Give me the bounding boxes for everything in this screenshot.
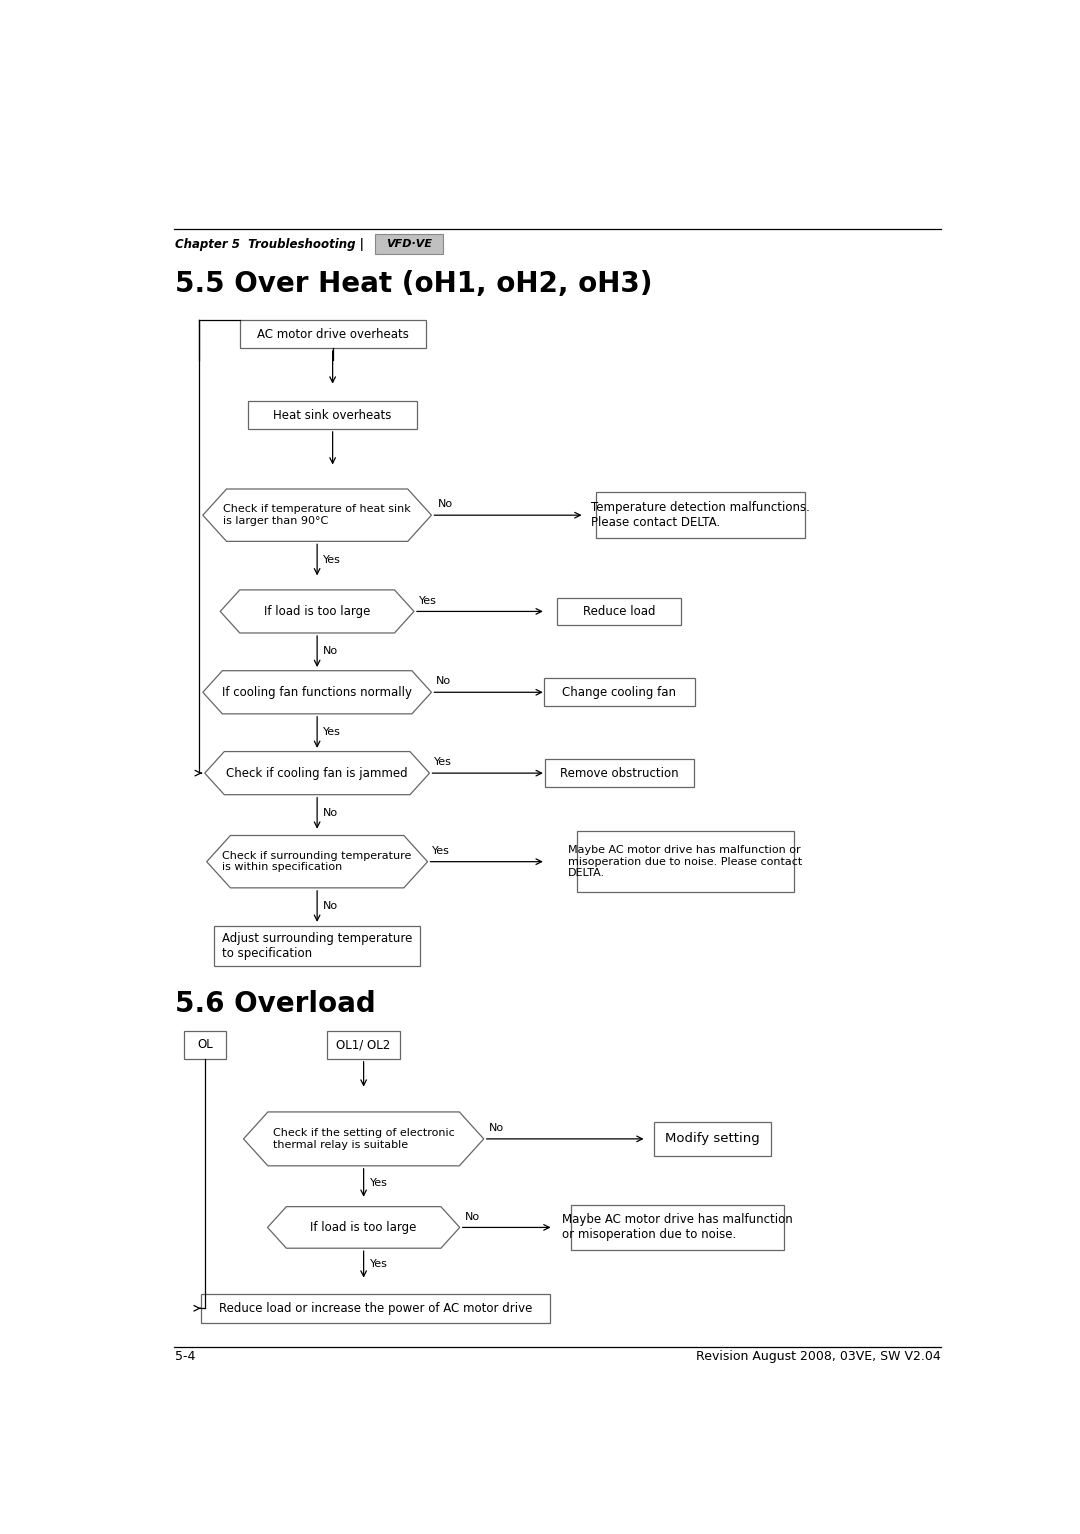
Polygon shape [205, 752, 430, 795]
Text: Yes: Yes [369, 1259, 388, 1270]
Text: Remove obstruction: Remove obstruction [561, 767, 678, 779]
Text: Change cooling fan: Change cooling fan [563, 686, 676, 700]
FancyBboxPatch shape [248, 402, 417, 430]
FancyBboxPatch shape [596, 492, 806, 538]
Text: Yes: Yes [323, 727, 341, 738]
Text: Heat sink overheats: Heat sink overheats [273, 408, 392, 422]
Text: Yes: Yes [323, 555, 341, 565]
FancyBboxPatch shape [545, 759, 693, 787]
Polygon shape [203, 670, 431, 713]
Text: Maybe AC motor drive has malfunction
or misoperation due to noise.: Maybe AC motor drive has malfunction or … [562, 1213, 793, 1241]
FancyBboxPatch shape [654, 1121, 770, 1155]
Text: Temperature detection malfunctions.
Please contact DELTA.: Temperature detection malfunctions. Plea… [592, 502, 810, 529]
Text: OL: OL [197, 1039, 213, 1051]
FancyBboxPatch shape [375, 235, 444, 255]
Text: Adjust surrounding temperature
to specification: Adjust surrounding temperature to specif… [221, 933, 413, 960]
Text: If load is too large: If load is too large [310, 1221, 417, 1233]
Text: Reduce load or increase the power of AC motor drive: Reduce load or increase the power of AC … [218, 1302, 532, 1315]
Text: Check if cooling fan is jammed: Check if cooling fan is jammed [227, 767, 408, 779]
Text: If load is too large: If load is too large [264, 604, 370, 618]
Text: No: No [436, 676, 451, 687]
Text: If cooling fan functions normally: If cooling fan functions normally [222, 686, 413, 700]
Text: VFD·VE: VFD·VE [387, 239, 432, 249]
Text: 5.5 Over Heat (oH1, oH2, oH3): 5.5 Over Heat (oH1, oH2, oH3) [175, 270, 652, 298]
Text: Yes: Yes [419, 595, 436, 606]
Text: No: No [323, 902, 338, 911]
Text: 5-4: 5-4 [175, 1350, 195, 1362]
Text: Reduce load: Reduce load [583, 604, 656, 618]
Text: Revision August 2008, 03VE, SW V2.04: Revision August 2008, 03VE, SW V2.04 [697, 1350, 941, 1362]
FancyBboxPatch shape [557, 598, 681, 626]
FancyBboxPatch shape [577, 831, 794, 893]
FancyBboxPatch shape [240, 321, 426, 348]
Text: Maybe AC motor drive has malfunction or
misoperation due to noise. Please contac: Maybe AC motor drive has malfunction or … [568, 845, 802, 879]
Polygon shape [220, 591, 414, 634]
Text: Check if the setting of electronic
thermal relay is suitable: Check if the setting of electronic therm… [273, 1127, 455, 1149]
Polygon shape [203, 489, 431, 542]
Text: Check if temperature of heat sink
is larger than 90°C: Check if temperature of heat sink is lar… [224, 505, 411, 526]
Text: Yes: Yes [434, 758, 453, 767]
Text: AC motor drive overheats: AC motor drive overheats [257, 328, 408, 341]
FancyBboxPatch shape [571, 1206, 784, 1250]
Text: Modify setting: Modify setting [665, 1132, 759, 1146]
FancyBboxPatch shape [201, 1293, 550, 1322]
FancyBboxPatch shape [184, 1031, 226, 1058]
Polygon shape [206, 836, 428, 888]
Text: No: No [323, 646, 338, 657]
Text: Yes: Yes [369, 1178, 388, 1187]
Text: Yes: Yes [432, 845, 450, 856]
FancyBboxPatch shape [215, 927, 420, 966]
Text: No: No [464, 1212, 480, 1221]
FancyBboxPatch shape [544, 678, 694, 706]
Text: OL1/ OL2: OL1/ OL2 [337, 1039, 391, 1051]
FancyBboxPatch shape [327, 1031, 401, 1058]
Polygon shape [243, 1112, 484, 1166]
Text: No: No [323, 808, 338, 818]
Text: Chapter 5  Troubleshooting |: Chapter 5 Troubleshooting | [175, 238, 364, 250]
Text: No: No [437, 500, 453, 509]
Text: 5.6 Overload: 5.6 Overload [175, 989, 376, 1019]
Text: No: No [488, 1123, 503, 1134]
Polygon shape [268, 1207, 460, 1249]
Text: Check if surrounding temperature
is within specification: Check if surrounding temperature is with… [222, 851, 411, 873]
